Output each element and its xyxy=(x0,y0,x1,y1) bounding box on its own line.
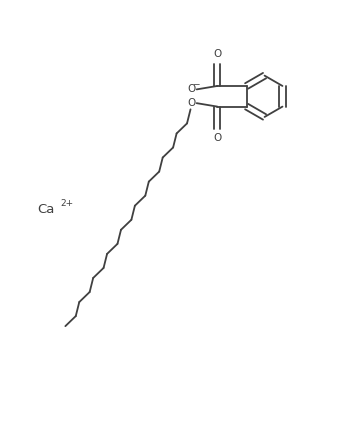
Text: 2+: 2+ xyxy=(61,199,74,208)
Text: O: O xyxy=(187,98,195,108)
Text: O: O xyxy=(213,133,222,143)
Text: −: − xyxy=(192,79,200,88)
Text: Ca: Ca xyxy=(37,203,55,216)
Text: O: O xyxy=(213,49,222,59)
Text: O: O xyxy=(187,84,195,95)
